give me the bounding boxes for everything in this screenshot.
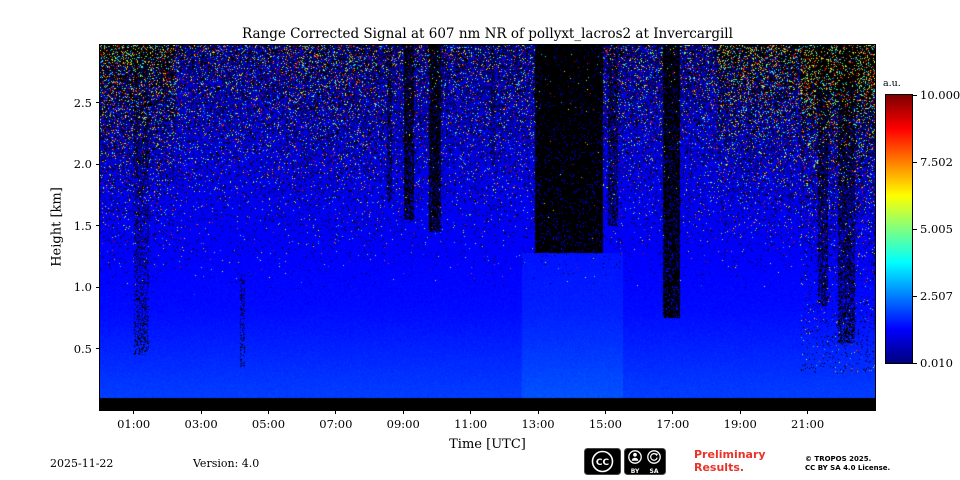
cc-icon-text: CC	[596, 458, 610, 468]
copyright-note: © TROPOS 2025. CC BY SA 4.0 License.	[805, 455, 890, 472]
heatmap-plot	[100, 45, 875, 410]
x-tick-mark	[402, 410, 404, 414]
x-tick-label: 03:00	[184, 417, 218, 431]
x-tick-label: 21:00	[791, 417, 825, 431]
preliminary-line1: Preliminary	[694, 448, 766, 461]
colorbar-tick-label: 0.010	[920, 356, 953, 370]
version-label: Version: 4.0	[193, 457, 260, 470]
colorbar-gradient	[886, 95, 912, 363]
colorbar-tick-label: 2.507	[920, 289, 953, 303]
x-tick-mark	[335, 410, 337, 414]
x-tick-label: 05:00	[251, 417, 286, 431]
x-tick-mark	[133, 410, 135, 414]
copyright-line2: CC BY SA 4.0 License.	[805, 463, 891, 472]
y-tick-label: 0.5	[73, 341, 92, 356]
x-tick-label: 13:00	[521, 417, 555, 431]
x-tick-label: 17:00	[656, 417, 690, 431]
cc-sa-label: SA	[650, 468, 659, 475]
x-axis-label: Time [UTC]	[449, 437, 526, 452]
x-tick-mark	[604, 410, 606, 414]
cc-sa-icon	[647, 450, 661, 464]
cc-icon	[591, 450, 614, 473]
colorbar-tick-mark	[913, 228, 917, 230]
x-tick-mark	[200, 410, 202, 414]
colorbar-tick-mark	[913, 295, 917, 297]
x-tick-mark	[537, 410, 539, 414]
cc-license-badge: CC BY SA	[584, 448, 666, 475]
colorbar-tick-label: 7.502	[920, 155, 953, 169]
cc-by-label: BY	[631, 468, 640, 475]
x-tick-label: 19:00	[723, 417, 757, 431]
colorbar-tick-label: 10.000	[920, 88, 960, 102]
y-tick-label: 2.5	[73, 95, 92, 110]
colorbar-tick-mark	[913, 161, 917, 163]
x-tick-label: 15:00	[588, 417, 622, 431]
cc-badge-plate-left	[584, 448, 621, 475]
copyright-line1: © TROPOS 2025.	[805, 455, 872, 463]
preliminary-results-note: Preliminary Results.	[694, 448, 766, 474]
plot-title: Range Corrected Signal at 607 nm NR of p…	[242, 26, 733, 42]
colorbar-tick-mark	[913, 362, 917, 364]
colorbar-units-label: a.u.	[883, 78, 901, 89]
x-tick-mark	[807, 410, 809, 414]
preliminary-line2: Results.	[694, 461, 745, 474]
colorbar-tick-mark	[913, 94, 917, 96]
x-tick-label: 07:00	[319, 417, 353, 431]
y-axis-label: Height [km]	[49, 187, 65, 267]
y-tick-label: 1.0	[73, 280, 92, 295]
y-tick-label: 2.0	[73, 157, 92, 172]
x-tick-mark	[470, 410, 472, 414]
colorbar-tick-label: 5.005	[920, 222, 953, 236]
measurement-date: 2025-11-22	[50, 457, 114, 470]
x-tick-mark	[267, 410, 269, 414]
x-tick-label: 11:00	[454, 417, 488, 431]
cc-by-icon	[628, 450, 642, 464]
x-tick-label: 01:00	[117, 417, 151, 431]
x-tick-label: 09:00	[386, 417, 420, 431]
x-tick-mark	[672, 410, 674, 414]
x-tick-mark	[739, 410, 741, 414]
